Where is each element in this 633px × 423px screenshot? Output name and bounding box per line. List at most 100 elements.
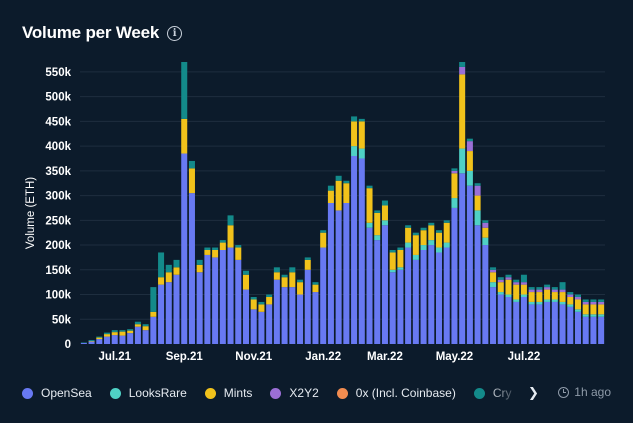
- bar-segment: [428, 240, 435, 246]
- bar-segment: [497, 282, 504, 293]
- bar-segment: [544, 289, 551, 300]
- legend-item[interactable]: 0x (Incl. Coinbase): [336, 386, 456, 400]
- bar-segment: [173, 274, 180, 344]
- chevron-right-icon[interactable]: ❯: [528, 385, 539, 400]
- legend-item[interactable]: OpenSea: [22, 386, 92, 400]
- bar-segment: [127, 329, 134, 331]
- bar-segment: [528, 304, 535, 344]
- bar-segment: [520, 282, 527, 285]
- bar-segment: [436, 247, 443, 253]
- bar-segment: [598, 304, 605, 315]
- bar-segment: [436, 232, 443, 248]
- last-updated-label: 1h ago: [574, 385, 611, 399]
- info-icon[interactable]: i: [167, 25, 183, 41]
- bar-segment: [598, 301, 605, 305]
- bar-segment: [142, 326, 149, 331]
- bar-segment: [474, 225, 481, 344]
- bar-segment: [304, 269, 311, 344]
- bar-segment: [188, 193, 195, 344]
- bar-segment: [358, 121, 365, 149]
- bar-segment: [389, 269, 396, 273]
- bar-segment: [428, 245, 435, 344]
- bar-segment: [111, 330, 118, 333]
- bar-segment: [590, 299, 597, 302]
- y-tick-label: 550k: [45, 67, 71, 79]
- bar-segment: [567, 294, 574, 297]
- legend-label: 0x (Incl. Coinbase): [355, 386, 456, 400]
- bar-segment: [335, 210, 342, 344]
- bar-segment: [304, 257, 311, 260]
- bar-segment: [111, 332, 118, 336]
- bar-segment: [466, 141, 473, 152]
- bar-segment: [235, 259, 242, 344]
- bar-segment: [111, 335, 118, 344]
- bar-segment: [466, 185, 473, 344]
- bar-segment: [242, 289, 249, 344]
- legend-item[interactable]: LooksRare: [109, 386, 187, 400]
- bar-segment: [412, 254, 419, 260]
- bar-segment: [505, 277, 512, 280]
- bar-segment: [513, 284, 520, 300]
- bar-segment: [165, 272, 172, 283]
- x-tick-label: Jul.21: [98, 351, 131, 363]
- bar-segment: [490, 282, 497, 288]
- bar-segment: [335, 180, 342, 211]
- bar-segment: [574, 294, 581, 297]
- bar-segment: [227, 247, 234, 344]
- bar-segment: [466, 151, 473, 171]
- bar-segment: [436, 230, 443, 233]
- bar-segment: [551, 292, 558, 300]
- bar-segment: [567, 304, 574, 307]
- y-tick-label: 300k: [45, 191, 71, 203]
- bar-segment: [266, 294, 273, 297]
- bar-segment: [443, 220, 450, 223]
- bar-segment: [374, 210, 381, 213]
- bar-segment: [389, 272, 396, 344]
- chart-title: Volume per Week: [22, 23, 160, 42]
- bar-segment: [528, 301, 535, 305]
- bar-segment: [219, 250, 226, 344]
- bar-segment: [505, 279, 512, 295]
- bar-segment: [158, 252, 165, 278]
- bar-segment: [134, 324, 141, 327]
- bar-segment: [150, 287, 157, 312]
- y-tick-label: 500k: [45, 92, 71, 104]
- bar-segment: [119, 331, 126, 336]
- legend-dot: [473, 387, 485, 399]
- bar-segment: [96, 336, 103, 338]
- legend-item[interactable]: Mints: [204, 386, 253, 400]
- bar-segment: [598, 316, 605, 344]
- bar-segment: [196, 259, 203, 265]
- legend-label: Mints: [223, 386, 253, 400]
- bar-segment: [158, 277, 165, 285]
- bar-segment: [536, 301, 543, 305]
- bar-segment: [104, 334, 111, 337]
- bar-segment: [497, 279, 504, 283]
- bar-segment: [242, 274, 249, 290]
- bar-segment: [513, 282, 520, 285]
- bar-segment: [374, 235, 381, 241]
- bar-segment: [335, 175, 342, 181]
- bar-segment: [104, 336, 111, 344]
- legend-item[interactable]: X2Y2: [270, 386, 319, 400]
- bar-segment: [574, 309, 581, 312]
- bar-segment: [320, 232, 327, 248]
- bar-segment: [582, 301, 589, 305]
- legend-fade: [486, 380, 536, 406]
- bar-segment: [559, 289, 566, 293]
- bar-segment: [420, 227, 427, 231]
- bar-segment: [536, 287, 543, 290]
- y-tick-label: 0: [65, 339, 71, 351]
- legend-dot: [204, 387, 216, 399]
- bar-segment: [358, 118, 365, 122]
- bar-segment: [150, 311, 157, 317]
- bar-segment: [96, 337, 103, 340]
- bar-segment: [513, 299, 520, 302]
- bar-segment: [212, 257, 219, 344]
- bar-segment: [250, 297, 257, 300]
- bar-segment: [412, 259, 419, 344]
- bar-segment: [119, 335, 126, 344]
- bar-segment: [389, 252, 396, 270]
- bar-segment: [297, 279, 304, 283]
- bar-segment: [574, 299, 581, 310]
